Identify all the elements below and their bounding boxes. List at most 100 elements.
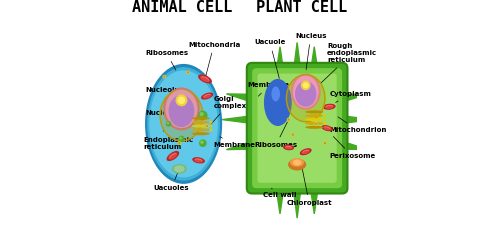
- Ellipse shape: [322, 125, 333, 131]
- Ellipse shape: [305, 122, 324, 125]
- Ellipse shape: [166, 151, 179, 161]
- Text: Membrane: Membrane: [248, 82, 290, 96]
- Text: Ribosomes: Ribosomes: [145, 50, 188, 70]
- Ellipse shape: [305, 114, 324, 117]
- Polygon shape: [226, 94, 253, 102]
- Circle shape: [166, 122, 169, 125]
- Ellipse shape: [305, 118, 324, 121]
- Polygon shape: [342, 94, 368, 102]
- Polygon shape: [310, 47, 318, 73]
- Circle shape: [178, 136, 184, 142]
- Text: Mitochondrion: Mitochondrion: [330, 117, 386, 133]
- Ellipse shape: [293, 76, 318, 108]
- Ellipse shape: [166, 90, 198, 128]
- Ellipse shape: [172, 164, 187, 174]
- Circle shape: [323, 122, 326, 125]
- Ellipse shape: [300, 148, 312, 155]
- Circle shape: [206, 125, 208, 127]
- Circle shape: [210, 125, 212, 127]
- Circle shape: [200, 140, 203, 144]
- Text: Nucleolus: Nucleolus: [145, 87, 184, 99]
- Ellipse shape: [295, 81, 316, 107]
- Circle shape: [291, 133, 295, 137]
- Text: Cell wall: Cell wall: [263, 188, 296, 198]
- Circle shape: [166, 121, 172, 127]
- Text: Perixosome: Perixosome: [330, 137, 376, 159]
- Ellipse shape: [192, 132, 210, 135]
- Circle shape: [205, 124, 209, 128]
- Ellipse shape: [163, 88, 200, 130]
- Circle shape: [178, 141, 181, 145]
- Polygon shape: [222, 116, 252, 123]
- Circle shape: [292, 134, 294, 136]
- Circle shape: [178, 97, 186, 104]
- Circle shape: [186, 70, 190, 74]
- Text: ANIMAL CELL: ANIMAL CELL: [132, 0, 232, 15]
- Ellipse shape: [302, 149, 310, 154]
- Circle shape: [324, 118, 326, 121]
- Polygon shape: [294, 43, 301, 73]
- Ellipse shape: [293, 159, 302, 165]
- Ellipse shape: [272, 86, 280, 101]
- Polygon shape: [342, 142, 368, 150]
- Text: Nucleus: Nucleus: [295, 33, 326, 70]
- Ellipse shape: [290, 158, 304, 167]
- Circle shape: [324, 142, 326, 144]
- Polygon shape: [226, 142, 253, 150]
- Ellipse shape: [192, 117, 210, 120]
- Text: Ribosomes: Ribosomes: [254, 122, 298, 148]
- Ellipse shape: [198, 74, 212, 83]
- Text: Endoplasmic
reticulum: Endoplasmic reticulum: [143, 131, 193, 150]
- Circle shape: [286, 118, 290, 122]
- Circle shape: [210, 121, 212, 124]
- FancyBboxPatch shape: [258, 73, 337, 183]
- Polygon shape: [294, 188, 301, 218]
- Ellipse shape: [147, 67, 220, 181]
- Circle shape: [179, 137, 182, 140]
- Text: Uacuoles: Uacuoles: [154, 171, 189, 191]
- Text: Rough
endoplasmic
reticulum: Rough endoplasmic reticulum: [320, 43, 377, 83]
- Text: Golgi
complex: Golgi complex: [211, 96, 246, 124]
- Ellipse shape: [192, 128, 210, 131]
- Ellipse shape: [284, 146, 292, 149]
- Ellipse shape: [150, 70, 218, 177]
- Ellipse shape: [325, 105, 334, 109]
- Polygon shape: [342, 116, 372, 123]
- Ellipse shape: [192, 121, 210, 124]
- Ellipse shape: [174, 165, 184, 172]
- Ellipse shape: [203, 94, 211, 99]
- Circle shape: [200, 112, 204, 116]
- Circle shape: [210, 128, 212, 131]
- Circle shape: [198, 111, 207, 120]
- Circle shape: [301, 80, 310, 90]
- FancyBboxPatch shape: [247, 63, 348, 194]
- Ellipse shape: [286, 75, 325, 122]
- Circle shape: [187, 71, 189, 73]
- Text: Cytoplasm: Cytoplasm: [330, 91, 371, 103]
- Text: Membrane: Membrane: [214, 137, 256, 148]
- Circle shape: [314, 122, 318, 126]
- Polygon shape: [276, 47, 284, 73]
- Ellipse shape: [288, 159, 306, 170]
- Text: Mitochondria: Mitochondria: [188, 42, 240, 76]
- Text: Chloroplast: Chloroplast: [286, 167, 332, 206]
- Ellipse shape: [168, 152, 177, 160]
- Ellipse shape: [192, 125, 210, 128]
- Circle shape: [302, 82, 308, 88]
- Ellipse shape: [283, 145, 294, 150]
- Text: Uacuole: Uacuole: [254, 40, 286, 78]
- Circle shape: [323, 114, 326, 117]
- Circle shape: [199, 139, 206, 147]
- Circle shape: [323, 141, 327, 145]
- Text: PLANT CELL: PLANT CELL: [256, 0, 347, 15]
- Ellipse shape: [168, 95, 194, 127]
- Polygon shape: [310, 188, 318, 214]
- Circle shape: [316, 123, 318, 125]
- Circle shape: [178, 142, 180, 144]
- Ellipse shape: [290, 73, 320, 110]
- Polygon shape: [276, 188, 284, 214]
- FancyBboxPatch shape: [252, 68, 342, 188]
- Ellipse shape: [305, 110, 324, 113]
- Ellipse shape: [305, 126, 324, 129]
- Circle shape: [163, 76, 166, 78]
